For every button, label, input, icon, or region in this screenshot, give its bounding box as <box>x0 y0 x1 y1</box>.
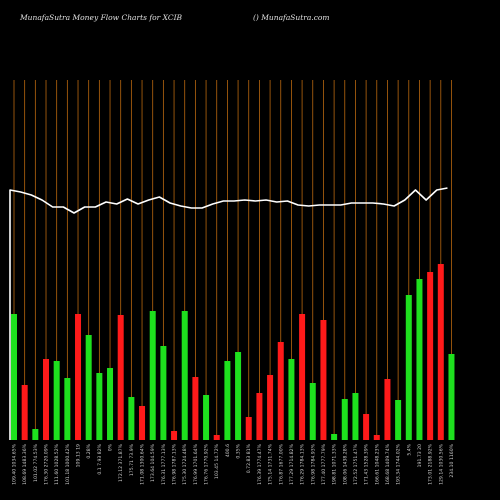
bar <box>235 352 242 440</box>
x-tick-label: 172.12 371.87% <box>118 443 124 482</box>
x-tick-label: 5.4% <box>406 443 412 455</box>
bar <box>192 377 199 440</box>
x-tick-label: 191.73 20 <box>417 444 423 467</box>
bar <box>427 272 434 440</box>
money-flow-line <box>9 187 448 440</box>
bar <box>117 315 124 440</box>
bar <box>139 406 146 440</box>
bar <box>405 295 412 440</box>
bar <box>224 361 231 440</box>
x-tick-label: 172.52 1751.47% <box>353 443 359 485</box>
bar <box>416 279 423 440</box>
x-tick-label: 108.06 1438.28% <box>342 443 348 485</box>
bar <box>213 435 220 440</box>
bar <box>448 354 455 440</box>
bar <box>267 375 274 440</box>
x-tick-label: 173.01 2188.92% <box>428 443 434 485</box>
bar <box>277 342 284 440</box>
grid-lines <box>13 80 452 440</box>
x-tick-label: 103.45 14.72% <box>214 443 220 479</box>
x-tick-label: 0.1 7.93 82% <box>97 443 103 474</box>
bar <box>11 314 17 440</box>
x-tick-label: 108.69 1483.36% <box>22 443 28 485</box>
x-tick-label: 166.61 1048.23% <box>374 443 380 485</box>
x-tick-label: 109.13 19 <box>76 444 82 467</box>
x-tick-label: 175.30 1724.48% <box>182 443 188 485</box>
bar <box>53 361 60 440</box>
bar <box>171 431 178 440</box>
line-overlay <box>9 187 448 440</box>
bar <box>395 400 402 440</box>
x-tick-label: 175.14 1731.74% <box>268 443 274 485</box>
x-tick-label: 177.40 1777.79% <box>321 443 327 485</box>
bar <box>352 393 359 440</box>
x-tick-label: 176.98 1784.93% <box>310 443 316 485</box>
bar <box>341 399 348 440</box>
bar <box>96 373 103 440</box>
bars <box>11 264 455 440</box>
bar <box>75 314 82 440</box>
bar <box>373 435 380 440</box>
x-tick-label: 175.71 73.9% <box>129 443 135 476</box>
x-tick-label: 101.18 1000.42% <box>65 443 71 485</box>
bar <box>43 359 50 440</box>
bar <box>85 335 92 440</box>
bar <box>288 359 295 440</box>
x-tick-label: 176.76 1770.92% <box>204 443 210 485</box>
x-tick-label: 171.43 1528.39% <box>364 443 370 485</box>
site-credit: () MunafaSutra.com <box>253 13 330 22</box>
x-tick-label: 176.31 1777.13% <box>161 443 167 485</box>
bar <box>203 395 210 440</box>
x-tick-label: 101.02 774.53% <box>33 443 39 482</box>
x-tick-label: 176.87 1677.00% <box>278 443 284 485</box>
x-tick-label: 171.08 1300.64% <box>140 443 146 485</box>
bar <box>181 311 188 440</box>
x-tick-label: 198.81 1071.33% <box>332 443 338 485</box>
x-tick-label: 193.34 1744.02% <box>396 443 402 485</box>
x-tick-label: 0.72.83 81% <box>246 443 252 473</box>
bar <box>384 379 391 440</box>
x-tick-label: 129.14 1030.56% <box>438 443 444 485</box>
x-tick-label: 0.35% <box>236 443 242 458</box>
bar <box>32 429 39 440</box>
x-tick-label: 0.28% <box>86 443 92 458</box>
x-tick-label: 0% <box>108 443 114 451</box>
x-tick-label: 111.60 1028.52% <box>54 443 60 485</box>
bar <box>64 378 71 440</box>
bar <box>21 385 28 440</box>
bar <box>331 434 338 440</box>
bar <box>245 417 252 440</box>
x-tick-label: 176.99 1701.64% <box>193 443 199 485</box>
bar <box>363 414 370 440</box>
x-tick-label: 176.29 1784.13% <box>300 443 306 485</box>
bar <box>128 397 135 440</box>
x-tick-label: 176.30 2720.09% <box>44 443 50 485</box>
chart-title: MunafaSutra Money Flow Charts for XCIB <box>20 13 183 22</box>
x-tick-label: 400.6 <box>225 444 231 457</box>
bar <box>149 311 156 440</box>
x-tick-label: 173.64 104.59% <box>150 443 156 482</box>
x-tick-label: 176.39 1774.47% <box>257 443 263 485</box>
bar <box>256 393 263 440</box>
bar <box>437 264 444 440</box>
x-tick-label: 234.10 1160% <box>449 443 455 477</box>
x-tick-label: 168.68 1409.74% <box>385 443 391 485</box>
bar <box>320 320 327 440</box>
bar <box>299 314 306 440</box>
x-tick-label: 176.98 1787.13% <box>172 443 178 485</box>
x-tick-labels: 109.40 1034.65% 108.69 1483.36% 101.02 774… <box>12 443 455 485</box>
x-tick-label: 109.40 1034.65% <box>12 443 18 485</box>
bar <box>160 346 167 440</box>
bar <box>309 383 316 440</box>
x-tick-label: 177.29 1714.82% <box>289 443 295 485</box>
bar <box>107 368 114 440</box>
